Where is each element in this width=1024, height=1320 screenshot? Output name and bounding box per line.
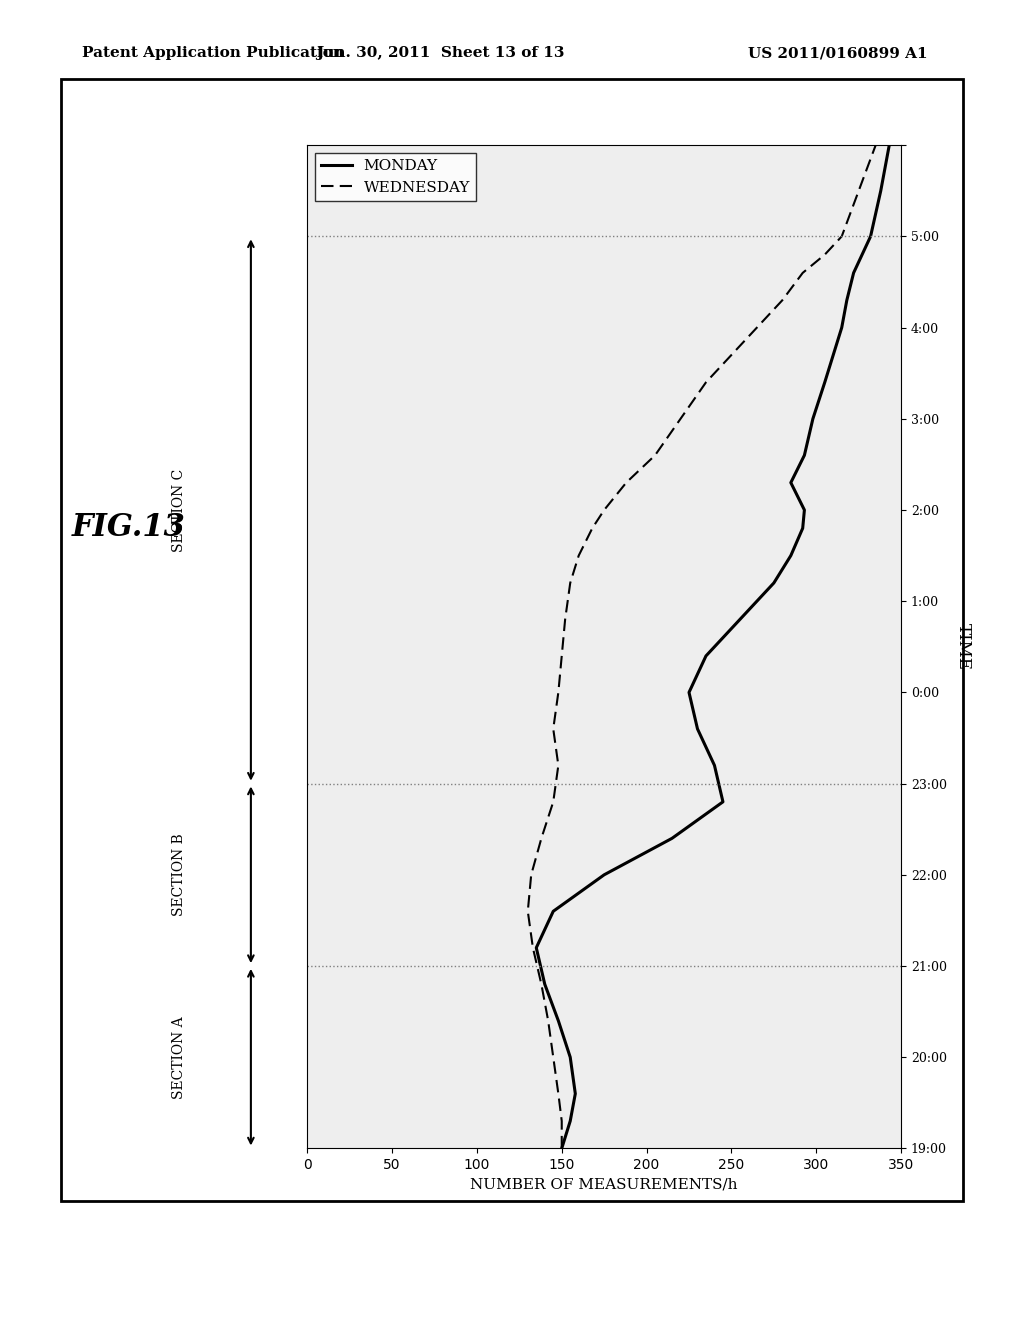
WEDNESDAY bbox=[725, 347, 737, 363]
MONDAY bbox=[848, 265, 860, 281]
WEDNESDAY bbox=[675, 411, 687, 426]
WEDNESDAY bbox=[699, 375, 712, 391]
MONDAY bbox=[807, 411, 819, 426]
MONDAY bbox=[564, 1049, 577, 1065]
WEDNESDAY bbox=[797, 265, 809, 281]
MONDAY bbox=[818, 375, 830, 391]
MONDAY bbox=[799, 502, 811, 517]
Legend: MONDAY, WEDNESDAY: MONDAY, WEDNESDAY bbox=[314, 153, 476, 201]
WEDNESDAY bbox=[521, 903, 534, 919]
MONDAY bbox=[836, 319, 848, 335]
WEDNESDAY bbox=[556, 1113, 568, 1129]
WEDNESDAY bbox=[818, 247, 830, 263]
X-axis label: NUMBER OF MEASUREMENTS/h: NUMBER OF MEASUREMENTS/h bbox=[470, 1177, 738, 1192]
WEDNESDAY bbox=[547, 1049, 559, 1065]
MONDAY bbox=[827, 347, 840, 363]
Text: Patent Application Publication: Patent Application Publication bbox=[82, 46, 344, 61]
MONDAY bbox=[530, 940, 543, 956]
WEDNESDAY bbox=[536, 977, 548, 993]
MONDAY bbox=[717, 793, 729, 809]
WEDNESDAY bbox=[776, 292, 788, 308]
MONDAY bbox=[598, 867, 610, 883]
Line: MONDAY: MONDAY bbox=[537, 145, 889, 1148]
MONDAY bbox=[666, 830, 678, 846]
MONDAY bbox=[709, 758, 721, 774]
Text: Jun. 30, 2011  Sheet 13 of 13: Jun. 30, 2011 Sheet 13 of 13 bbox=[316, 46, 564, 61]
WEDNESDAY bbox=[556, 648, 568, 664]
MONDAY bbox=[699, 648, 712, 664]
Text: FIG.13: FIG.13 bbox=[72, 512, 185, 544]
WEDNESDAY bbox=[542, 1012, 554, 1028]
MONDAY bbox=[569, 1086, 582, 1102]
WEDNESDAY bbox=[572, 548, 585, 564]
WEDNESDAY bbox=[552, 685, 564, 701]
WEDNESDAY bbox=[547, 721, 559, 737]
WEDNESDAY bbox=[564, 576, 577, 591]
Text: SECTION A: SECTION A bbox=[172, 1016, 186, 1098]
MONDAY bbox=[874, 183, 887, 199]
WEDNESDAY bbox=[547, 793, 559, 809]
WEDNESDAY bbox=[836, 228, 848, 244]
MONDAY bbox=[691, 721, 703, 737]
MONDAY bbox=[784, 475, 797, 491]
Text: SECTION B: SECTION B bbox=[172, 833, 186, 916]
WEDNESDAY bbox=[853, 183, 865, 199]
MONDAY bbox=[864, 228, 877, 244]
MONDAY bbox=[734, 611, 746, 627]
MONDAY bbox=[547, 903, 559, 919]
MONDAY bbox=[552, 1012, 564, 1028]
Text: SECTION C: SECTION C bbox=[172, 469, 186, 552]
MONDAY bbox=[768, 576, 780, 591]
WEDNESDAY bbox=[552, 1086, 564, 1102]
Line: WEDNESDAY: WEDNESDAY bbox=[527, 145, 876, 1148]
MONDAY bbox=[564, 1113, 577, 1129]
MONDAY bbox=[856, 247, 868, 263]
Text: US 2011/0160899 A1: US 2011/0160899 A1 bbox=[748, 46, 927, 61]
WEDNESDAY bbox=[869, 137, 882, 153]
WEDNESDAY bbox=[586, 520, 598, 536]
MONDAY bbox=[539, 977, 551, 993]
WEDNESDAY bbox=[525, 867, 538, 883]
WEDNESDAY bbox=[649, 447, 662, 463]
MONDAY bbox=[784, 548, 797, 564]
MONDAY bbox=[841, 292, 853, 308]
WEDNESDAY bbox=[559, 611, 571, 627]
WEDNESDAY bbox=[552, 758, 564, 774]
MONDAY bbox=[799, 447, 811, 463]
Y-axis label: TIME: TIME bbox=[954, 623, 972, 671]
WEDNESDAY bbox=[526, 940, 539, 956]
WEDNESDAY bbox=[751, 319, 763, 335]
WEDNESDAY bbox=[536, 830, 548, 846]
WEDNESDAY bbox=[621, 475, 633, 491]
MONDAY bbox=[883, 137, 895, 153]
WEDNESDAY bbox=[598, 502, 610, 517]
MONDAY bbox=[797, 520, 809, 536]
MONDAY bbox=[683, 685, 695, 701]
MONDAY bbox=[556, 1140, 568, 1156]
WEDNESDAY bbox=[556, 1140, 568, 1156]
